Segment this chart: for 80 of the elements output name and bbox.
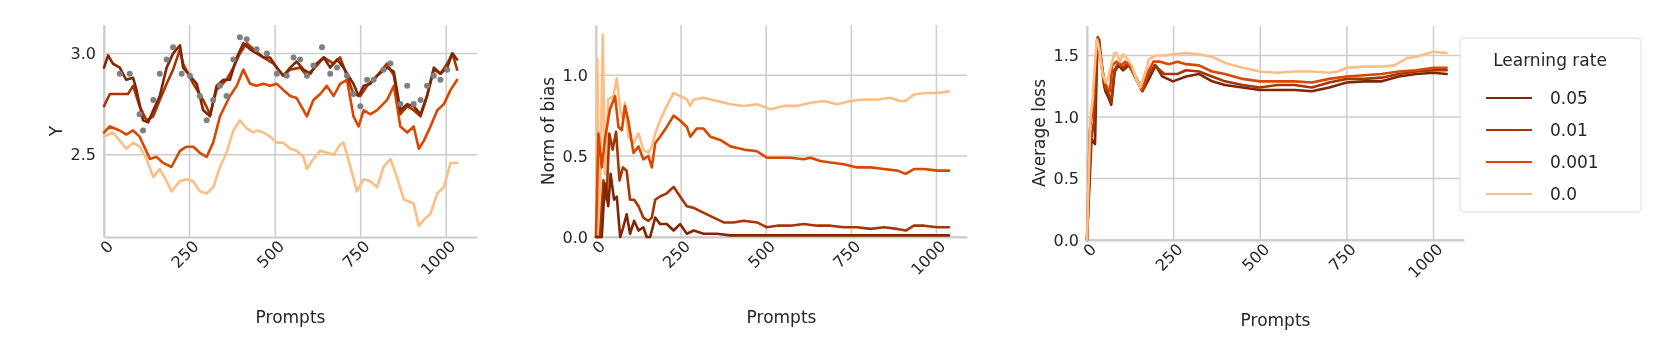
point bbox=[150, 97, 157, 104]
point bbox=[327, 70, 334, 77]
legend-label: 0.01 bbox=[1550, 120, 1588, 140]
point bbox=[163, 56, 170, 63]
x-tick-label: 500 bbox=[1238, 239, 1274, 275]
line-series bbox=[102, 68, 459, 169]
point bbox=[310, 62, 317, 69]
point bbox=[253, 46, 260, 53]
point bbox=[417, 97, 424, 104]
y-axis-title: Norm of bias bbox=[538, 76, 558, 186]
point bbox=[350, 90, 357, 97]
x-axis-title: Prompts bbox=[1240, 310, 1311, 330]
legend-label: 0.0 bbox=[1550, 184, 1578, 204]
point bbox=[283, 72, 290, 79]
point bbox=[424, 82, 431, 89]
y-tick-label: 2.5 bbox=[70, 145, 96, 165]
y-tick-label: 3.0 bbox=[70, 44, 96, 64]
point bbox=[126, 70, 133, 77]
line-series bbox=[102, 119, 459, 228]
point bbox=[203, 117, 210, 124]
y-tick-label: 0.5 bbox=[1053, 169, 1079, 189]
point bbox=[116, 70, 123, 77]
y-tick-label: 1.0 bbox=[562, 65, 588, 85]
x-axis-title: Prompts bbox=[746, 307, 817, 327]
y-tick-label: 1.5 bbox=[1053, 46, 1079, 66]
x-tick-label: 0 bbox=[96, 236, 117, 258]
point bbox=[140, 127, 147, 134]
point bbox=[397, 101, 404, 108]
x-tick-label: 0 bbox=[588, 236, 609, 258]
legend-title: Learning rate bbox=[1493, 50, 1607, 70]
point bbox=[404, 82, 411, 89]
x-tick-label: 750 bbox=[1324, 239, 1360, 275]
point bbox=[364, 76, 371, 83]
y-axis-title: Average loss bbox=[1029, 78, 1049, 188]
y-tick-label: 0.5 bbox=[562, 146, 588, 166]
x-tick-label: 250 bbox=[659, 236, 695, 272]
point bbox=[380, 66, 387, 73]
point bbox=[357, 103, 364, 110]
line-series bbox=[594, 94, 951, 239]
point bbox=[170, 44, 177, 51]
point bbox=[230, 56, 237, 63]
point bbox=[343, 72, 350, 79]
point bbox=[370, 76, 377, 83]
x-axis-title: Prompts bbox=[255, 307, 326, 327]
legend-label: 0.001 bbox=[1550, 152, 1599, 172]
point bbox=[410, 101, 417, 108]
point bbox=[223, 93, 230, 99]
x-tick-label: 250 bbox=[1151, 239, 1187, 275]
point bbox=[210, 97, 217, 104]
point bbox=[297, 56, 304, 63]
point bbox=[136, 111, 143, 118]
point bbox=[243, 36, 250, 43]
x-tick-label: 500 bbox=[253, 236, 289, 272]
point bbox=[387, 60, 394, 67]
point bbox=[290, 54, 297, 61]
point bbox=[318, 44, 325, 51]
y-tick-label: 0.0 bbox=[562, 227, 588, 247]
legend-label: 0.05 bbox=[1550, 88, 1588, 108]
point bbox=[334, 64, 341, 71]
x-tick-label: 0 bbox=[1079, 239, 1100, 261]
x-tick-label: 500 bbox=[744, 236, 780, 272]
y-axis-title: Y bbox=[46, 125, 66, 138]
point bbox=[178, 70, 185, 77]
point bbox=[263, 50, 270, 57]
point bbox=[217, 82, 224, 89]
point bbox=[186, 72, 193, 79]
point bbox=[196, 93, 203, 99]
line-series bbox=[594, 172, 951, 239]
x-tick-label: 250 bbox=[167, 236, 203, 272]
x-tick-label: 750 bbox=[829, 236, 865, 272]
point bbox=[236, 34, 243, 41]
x-tick-label: 750 bbox=[338, 236, 374, 272]
point bbox=[437, 76, 444, 83]
point bbox=[444, 66, 451, 73]
y-tick-label: 1.0 bbox=[1053, 107, 1079, 127]
point bbox=[273, 70, 280, 77]
point bbox=[430, 72, 437, 79]
point bbox=[303, 72, 310, 79]
point bbox=[156, 70, 163, 77]
y-tick-label: 0.0 bbox=[1053, 230, 1079, 250]
